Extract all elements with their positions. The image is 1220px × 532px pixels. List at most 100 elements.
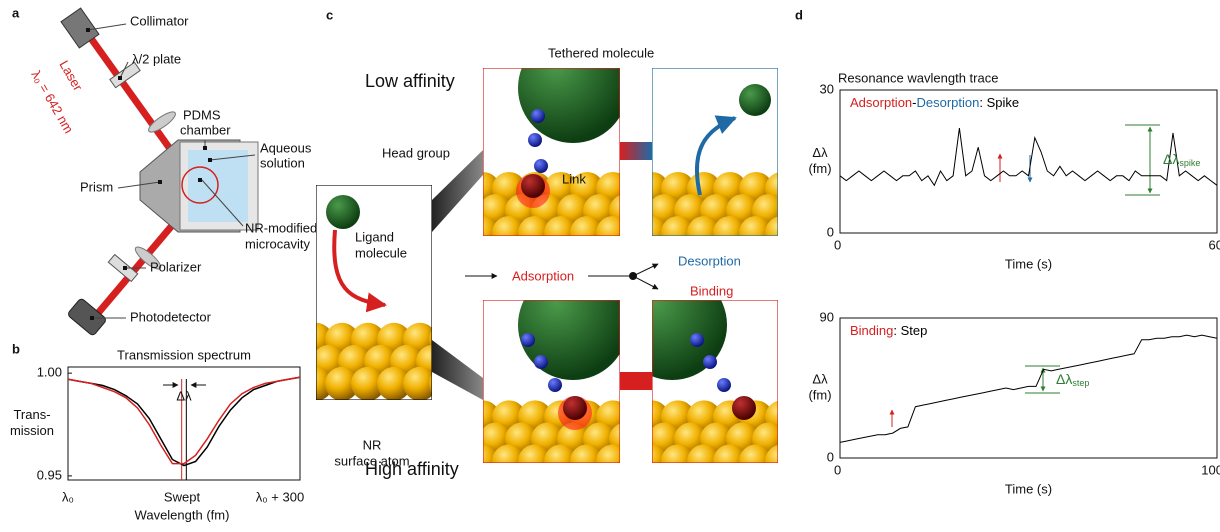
subtitle-part: Binding: [850, 323, 893, 338]
x-axis-label: Swept: [164, 489, 201, 504]
figure: a b c d Collimator λ/2 plate Laser λ₀ = …: [0, 0, 1220, 527]
subtitle-part: : Spike: [979, 95, 1019, 110]
y-tick-label: 1.00: [37, 365, 62, 380]
y-axis-label: Δλ: [812, 145, 828, 160]
ligand: [739, 84, 771, 116]
atom: [286, 345, 320, 379]
atom: [440, 216, 474, 250]
optical-setup: Collimator λ/2 plate Laser λ₀ = 642 nm P…: [28, 8, 317, 336]
atom: [765, 216, 799, 250]
link-atom: [531, 109, 545, 123]
connector: [432, 150, 483, 232]
panel-label: d: [795, 7, 803, 22]
annotation: Δλstep: [1056, 371, 1089, 389]
y-tick-label: 0: [827, 449, 834, 464]
label: microcavity: [245, 236, 311, 251]
x-tick-label: 0: [834, 462, 841, 477]
label: Tethered molecule: [548, 45, 654, 60]
arrow: [633, 264, 658, 276]
x-tick-label: 60: [1209, 237, 1220, 252]
label: Ligand: [355, 229, 394, 244]
arrow: [633, 276, 658, 289]
label: chamber: [180, 122, 231, 137]
y-axis-label: Trans-: [13, 407, 50, 422]
atom: [596, 444, 630, 478]
label: Binding: [690, 283, 733, 298]
atom: [765, 444, 799, 478]
atom: [440, 400, 474, 434]
label: Aqueous: [260, 140, 312, 155]
label: NR-modified: [245, 220, 317, 235]
connector: [432, 340, 483, 400]
photodetector: [67, 298, 107, 337]
label: Adsorption: [512, 268, 574, 283]
y-tick-label: 0.95: [37, 467, 62, 482]
link-atom: [690, 333, 704, 347]
plot-frame: [840, 318, 1217, 458]
annotation: Δλspike: [1163, 151, 1200, 169]
trace: [840, 335, 1217, 442]
label: surface atom: [334, 453, 409, 468]
chart-title: Transmission spectrum: [117, 347, 251, 362]
y-axis-label: Δλ: [812, 371, 828, 386]
subtitle-part: : Step: [893, 323, 927, 338]
head-group: [732, 396, 756, 420]
link-atom: [534, 159, 548, 173]
panel-label: c: [326, 7, 333, 22]
atom: [622, 422, 656, 456]
subtitle-part: Desorption: [917, 95, 980, 110]
beam: [85, 30, 178, 160]
label: PDMS: [183, 107, 221, 122]
annotation-sub: spike: [1179, 158, 1200, 168]
x-tick-label: λ₀: [62, 489, 74, 504]
atom: [622, 194, 656, 228]
x-tick-label: 100: [1201, 462, 1220, 477]
x-axis-label: Wavelength (fm): [135, 507, 230, 522]
link-atom: [548, 378, 562, 392]
connector: [620, 142, 652, 160]
label: Collimator: [130, 13, 189, 28]
y-axis-label: (fm): [808, 387, 831, 402]
label: Low affinity: [365, 71, 455, 91]
chart-title: Resonance wavlength trace: [838, 70, 998, 85]
x-axis-label: Time (s): [1005, 256, 1052, 271]
label: Desorption: [678, 253, 741, 268]
label: Photodetector: [130, 309, 212, 324]
y-axis-label: (fm): [808, 161, 831, 176]
chart-subtitle: Adsorption-Desorption: Spike: [850, 95, 1019, 110]
annotation-text: Δλ: [1163, 151, 1179, 167]
atom: [273, 367, 307, 401]
panel-label: a: [12, 5, 20, 20]
y-tick-label: 0: [827, 224, 834, 239]
plot-frame: [840, 90, 1217, 233]
link-atom: [703, 355, 717, 369]
annotation-text: Δλ: [1056, 371, 1072, 387]
atom: [778, 194, 812, 228]
y-tick-label: 90: [820, 309, 834, 324]
label: molecule: [355, 245, 407, 260]
subtitle-part: Adsorption: [850, 95, 912, 110]
label: NR: [363, 437, 382, 452]
link-atom: [521, 333, 535, 347]
label: Link: [562, 171, 586, 186]
x-tick-label: 0: [834, 237, 841, 252]
panel-label: b: [12, 341, 20, 356]
x-axis-label: Time (s): [1005, 481, 1052, 496]
link-atom: [528, 133, 542, 147]
head-group: [563, 396, 587, 420]
chart-subtitle: Binding: Step: [850, 323, 927, 338]
x-tick-label: λ₀ + 300: [256, 489, 304, 504]
label: Head group: [382, 145, 450, 160]
y-tick-label: 30: [820, 81, 834, 96]
atom: [778, 422, 812, 456]
ligand: [326, 195, 360, 229]
label: λ/2 plate: [132, 51, 181, 66]
label: solution: [260, 155, 305, 170]
label: Laser: [56, 58, 86, 94]
annotation-sub: step: [1072, 378, 1089, 388]
head-group: [521, 174, 545, 198]
atom: [453, 422, 487, 456]
label: Prism: [80, 179, 113, 194]
atom: [273, 323, 307, 357]
link-atom: [534, 355, 548, 369]
